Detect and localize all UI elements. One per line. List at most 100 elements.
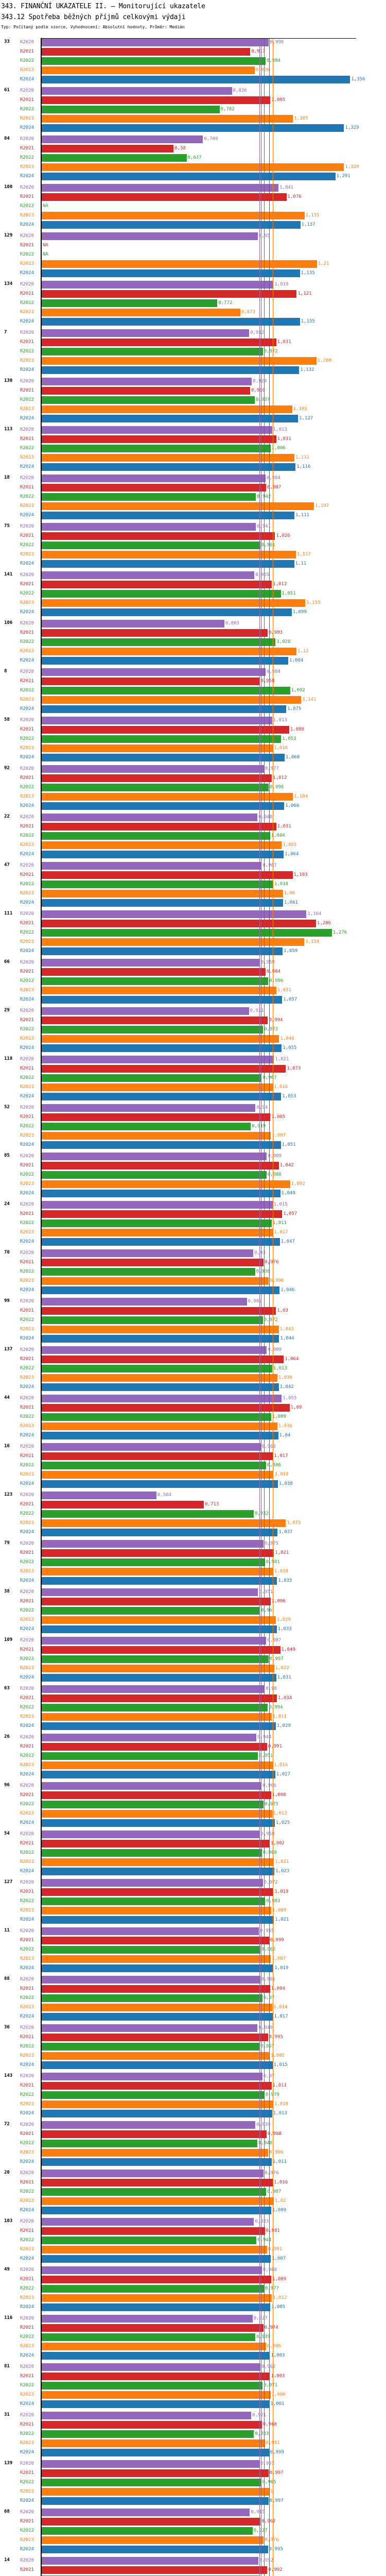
value-bar[interactable]: [42, 1044, 282, 1052]
value-bar[interactable]: [42, 173, 336, 180]
value-bar[interactable]: [42, 880, 273, 888]
value-bar[interactable]: [42, 2013, 273, 2021]
value-bar[interactable]: [42, 415, 299, 422]
value-bar[interactable]: [42, 1655, 269, 1663]
value-bar[interactable]: [42, 2518, 261, 2526]
value-bar[interactable]: [42, 532, 275, 540]
value-bar[interactable]: [42, 1083, 273, 1091]
value-bar[interactable]: [42, 1694, 277, 1702]
value-bar[interactable]: [42, 1365, 272, 1372]
value-bar[interactable]: [42, 910, 307, 918]
value-bar[interactable]: [42, 705, 287, 713]
value-bar[interactable]: [42, 184, 279, 192]
value-bar[interactable]: [42, 1501, 204, 1509]
value-bar[interactable]: [42, 512, 295, 519]
value-bar[interactable]: [42, 66, 255, 74]
value-bar[interactable]: [42, 581, 272, 588]
value-bar[interactable]: [42, 1201, 273, 1209]
value-bar[interactable]: [42, 996, 283, 1004]
value-bar[interactable]: [42, 947, 283, 955]
value-bar[interactable]: [42, 2179, 273, 2187]
value-bar[interactable]: [42, 1162, 279, 1170]
value-bar[interactable]: [42, 1035, 279, 1043]
value-bar[interactable]: [42, 871, 293, 879]
value-bar[interactable]: [42, 1132, 271, 1140]
value-bar[interactable]: [42, 1093, 282, 1100]
value-bar[interactable]: [42, 1462, 266, 1469]
value-bar[interactable]: [42, 1743, 268, 1751]
value-bar[interactable]: [42, 541, 260, 549]
value-bar[interactable]: [42, 2566, 268, 2574]
value-bar[interactable]: [42, 2024, 258, 2032]
value-bar[interactable]: [42, 560, 294, 568]
value-bar[interactable]: [42, 2324, 264, 2332]
value-bar[interactable]: [42, 1976, 260, 1984]
value-bar[interactable]: [42, 938, 305, 946]
value-bar[interactable]: [42, 920, 317, 927]
value-bar[interactable]: [42, 96, 271, 104]
value-bar[interactable]: [42, 493, 256, 501]
value-bar[interactable]: [42, 1519, 286, 1527]
value-bar[interactable]: [42, 2363, 261, 2371]
value-bar[interactable]: [42, 744, 273, 752]
value-bar[interactable]: [42, 2052, 270, 2060]
value-bar[interactable]: [42, 2527, 253, 2535]
value-bar[interactable]: [42, 2469, 269, 2477]
value-bar[interactable]: [42, 1026, 264, 1033]
value-bar[interactable]: [42, 1480, 278, 1488]
value-bar[interactable]: [42, 1734, 257, 1741]
value-bar[interactable]: [42, 1955, 271, 1963]
value-bar[interactable]: [42, 687, 290, 694]
value-bar[interactable]: [42, 1985, 270, 1993]
value-bar[interactable]: [42, 426, 272, 434]
value-bar[interactable]: [42, 823, 276, 831]
value-bar[interactable]: [42, 1907, 271, 1914]
value-bar[interactable]: [42, 1219, 272, 1227]
value-bar[interactable]: [42, 484, 267, 492]
value-bar[interactable]: [42, 1395, 282, 1402]
value-bar[interactable]: [42, 1964, 274, 1972]
value-bar[interactable]: [42, 281, 274, 289]
value-bar[interactable]: [42, 2460, 259, 2468]
value-bar[interactable]: [42, 39, 269, 46]
value-bar[interactable]: [42, 987, 276, 994]
value-bar[interactable]: [42, 1704, 268, 1711]
value-bar[interactable]: [42, 1568, 273, 1575]
value-bar[interactable]: [42, 590, 281, 598]
value-bar[interactable]: [42, 620, 224, 628]
value-bar[interactable]: [42, 2439, 265, 2447]
value-bar[interactable]: [42, 1171, 267, 1179]
value-bar[interactable]: [42, 1210, 283, 1218]
value-bar[interactable]: [42, 929, 332, 937]
value-bar[interactable]: [42, 221, 301, 229]
value-bar[interactable]: [42, 212, 305, 219]
value-bar[interactable]: [42, 2430, 254, 2438]
value-bar[interactable]: [42, 329, 250, 337]
value-bar[interactable]: [42, 48, 251, 56]
value-bar[interactable]: [42, 1065, 286, 1073]
value-bar[interactable]: [42, 1722, 276, 1730]
value-bar[interactable]: [42, 2043, 259, 2050]
value-bar[interactable]: [42, 193, 287, 201]
value-bar[interactable]: [42, 2121, 256, 2129]
value-bar[interactable]: [42, 2227, 265, 2235]
value-bar[interactable]: [42, 2449, 269, 2456]
value-bar[interactable]: [42, 232, 258, 240]
value-bar[interactable]: [42, 1277, 269, 1285]
value-bar[interactable]: [42, 1994, 262, 2002]
value-bar[interactable]: [42, 629, 268, 637]
value-bar[interactable]: [42, 2149, 269, 2157]
value-bar[interactable]: [42, 2246, 268, 2253]
value-bar[interactable]: [42, 163, 344, 171]
value-bar[interactable]: [42, 2294, 272, 2302]
value-bar[interactable]: [42, 1625, 277, 1633]
value-bar[interactable]: [42, 1452, 273, 1460]
value-bar[interactable]: [42, 1104, 256, 1112]
value-bar[interactable]: [42, 2382, 263, 2389]
value-bar[interactable]: [42, 2130, 267, 2138]
value-bar[interactable]: [42, 1346, 267, 1354]
value-bar[interactable]: [42, 1616, 276, 1624]
value-bar[interactable]: [42, 648, 297, 655]
value-bar[interactable]: [42, 2004, 273, 2011]
value-bar[interactable]: [42, 608, 292, 616]
